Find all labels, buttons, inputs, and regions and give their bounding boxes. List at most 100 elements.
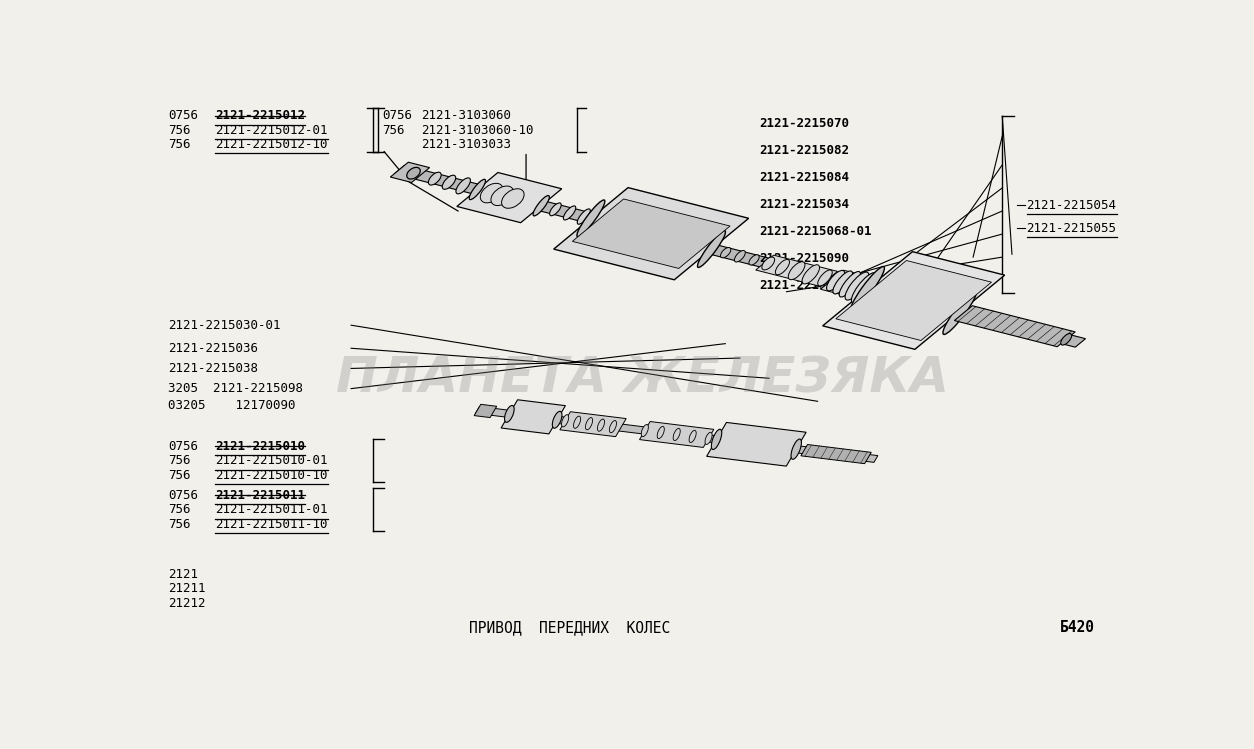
Polygon shape — [823, 252, 1004, 349]
Text: 2121-3103060-10: 2121-3103060-10 — [421, 124, 534, 137]
Ellipse shape — [688, 431, 696, 443]
Ellipse shape — [641, 425, 648, 437]
Ellipse shape — [833, 271, 853, 294]
Ellipse shape — [490, 186, 513, 205]
Polygon shape — [559, 412, 626, 437]
Polygon shape — [836, 261, 992, 341]
Ellipse shape — [775, 259, 790, 275]
Text: 2121-2215055: 2121-2215055 — [1027, 222, 1116, 234]
Text: 0756: 0756 — [168, 489, 198, 502]
Polygon shape — [801, 444, 872, 464]
Text: 0756: 0756 — [382, 109, 413, 122]
Text: 756: 756 — [168, 138, 191, 151]
Ellipse shape — [943, 290, 977, 335]
Ellipse shape — [1061, 333, 1072, 345]
Polygon shape — [954, 306, 1075, 347]
Text: 2121-2215054: 2121-2215054 — [1027, 198, 1116, 212]
Text: 2121-2215086-10: 2121-2215086-10 — [760, 279, 872, 292]
Ellipse shape — [845, 272, 869, 300]
Ellipse shape — [586, 418, 593, 430]
Text: 2121-2215084: 2121-2215084 — [760, 171, 849, 184]
Text: Б420: Б420 — [1060, 620, 1095, 635]
Ellipse shape — [850, 267, 884, 311]
Text: 2121-3103033: 2121-3103033 — [421, 138, 512, 151]
Ellipse shape — [480, 184, 503, 203]
Polygon shape — [706, 422, 806, 466]
Ellipse shape — [735, 250, 745, 262]
Polygon shape — [572, 199, 730, 268]
Ellipse shape — [711, 429, 722, 449]
Ellipse shape — [851, 273, 877, 303]
Ellipse shape — [749, 255, 759, 265]
Polygon shape — [390, 163, 430, 183]
Text: 2121-2215010-10: 2121-2215010-10 — [216, 469, 327, 482]
Text: 756: 756 — [168, 124, 191, 137]
Ellipse shape — [705, 432, 712, 444]
Ellipse shape — [839, 271, 860, 297]
Text: 2121-3103060: 2121-3103060 — [421, 109, 512, 122]
Text: 21212: 21212 — [168, 597, 206, 610]
Text: 3205  2121-2215098: 3205 2121-2215098 — [168, 382, 303, 395]
Ellipse shape — [577, 209, 591, 224]
Text: 756: 756 — [168, 469, 191, 482]
Polygon shape — [394, 166, 1086, 347]
Ellipse shape — [721, 247, 731, 258]
Ellipse shape — [789, 261, 805, 279]
Ellipse shape — [562, 415, 568, 427]
Text: 21211: 21211 — [168, 582, 206, 595]
Ellipse shape — [818, 270, 833, 286]
Ellipse shape — [609, 420, 617, 433]
Ellipse shape — [443, 175, 455, 189]
Text: ПРИВОД  ПЕРЕДНИХ  КОЛЕС: ПРИВОД ПЕРЕДНИХ КОЛЕС — [469, 620, 671, 635]
Text: 0756: 0756 — [168, 109, 198, 122]
Text: 2121-2215010-01: 2121-2215010-01 — [216, 454, 327, 467]
Text: 2121-2215011: 2121-2215011 — [216, 489, 305, 502]
Polygon shape — [756, 255, 838, 286]
Ellipse shape — [552, 411, 562, 428]
Ellipse shape — [429, 172, 441, 185]
Text: 2121-2215012-10: 2121-2215012-10 — [216, 138, 327, 151]
Polygon shape — [640, 422, 714, 447]
Text: 2121-2215038: 2121-2215038 — [168, 362, 258, 375]
Text: 2121-2215010: 2121-2215010 — [216, 440, 305, 453]
Ellipse shape — [456, 178, 470, 194]
Text: 2121-2215011-01: 2121-2215011-01 — [216, 503, 327, 516]
Text: 0756: 0756 — [168, 440, 198, 453]
Ellipse shape — [697, 231, 726, 267]
Text: 2121-2215034: 2121-2215034 — [760, 198, 849, 211]
Ellipse shape — [549, 203, 562, 216]
Ellipse shape — [826, 270, 845, 291]
Polygon shape — [502, 400, 566, 434]
Ellipse shape — [762, 257, 775, 270]
Text: 2121-2215068-01: 2121-2215068-01 — [760, 225, 872, 238]
Text: 03205    12170090: 03205 12170090 — [168, 399, 296, 413]
Text: 2121-2215030-01: 2121-2215030-01 — [168, 318, 281, 332]
Ellipse shape — [803, 264, 820, 284]
Polygon shape — [554, 187, 749, 280]
Ellipse shape — [573, 416, 581, 428]
Text: 756: 756 — [382, 124, 405, 137]
Text: 2121-2215011-10: 2121-2215011-10 — [216, 518, 327, 530]
Polygon shape — [475, 407, 878, 462]
Text: 2121-2215070: 2121-2215070 — [760, 117, 849, 130]
Ellipse shape — [657, 426, 665, 439]
Text: 2121: 2121 — [168, 568, 198, 580]
Polygon shape — [820, 270, 879, 298]
Ellipse shape — [502, 189, 524, 208]
Text: 2121-2215090: 2121-2215090 — [760, 252, 849, 265]
Ellipse shape — [673, 428, 680, 440]
Text: ПЛАНЕТА ЖЕЛЕЗЯКА: ПЛАНЕТА ЖЕЛЕЗЯКА — [336, 354, 949, 402]
Text: 2121-2215012-01: 2121-2215012-01 — [216, 124, 327, 137]
Text: 2121-2215036: 2121-2215036 — [168, 342, 258, 355]
Polygon shape — [456, 172, 562, 222]
Polygon shape — [474, 404, 497, 418]
Ellipse shape — [533, 195, 549, 216]
Ellipse shape — [577, 200, 604, 237]
Ellipse shape — [791, 439, 801, 459]
Ellipse shape — [504, 405, 514, 422]
Ellipse shape — [563, 206, 576, 220]
Text: 756: 756 — [168, 454, 191, 467]
Text: 2121-2215082: 2121-2215082 — [760, 144, 849, 157]
Ellipse shape — [597, 419, 604, 431]
Text: 756: 756 — [168, 518, 191, 530]
